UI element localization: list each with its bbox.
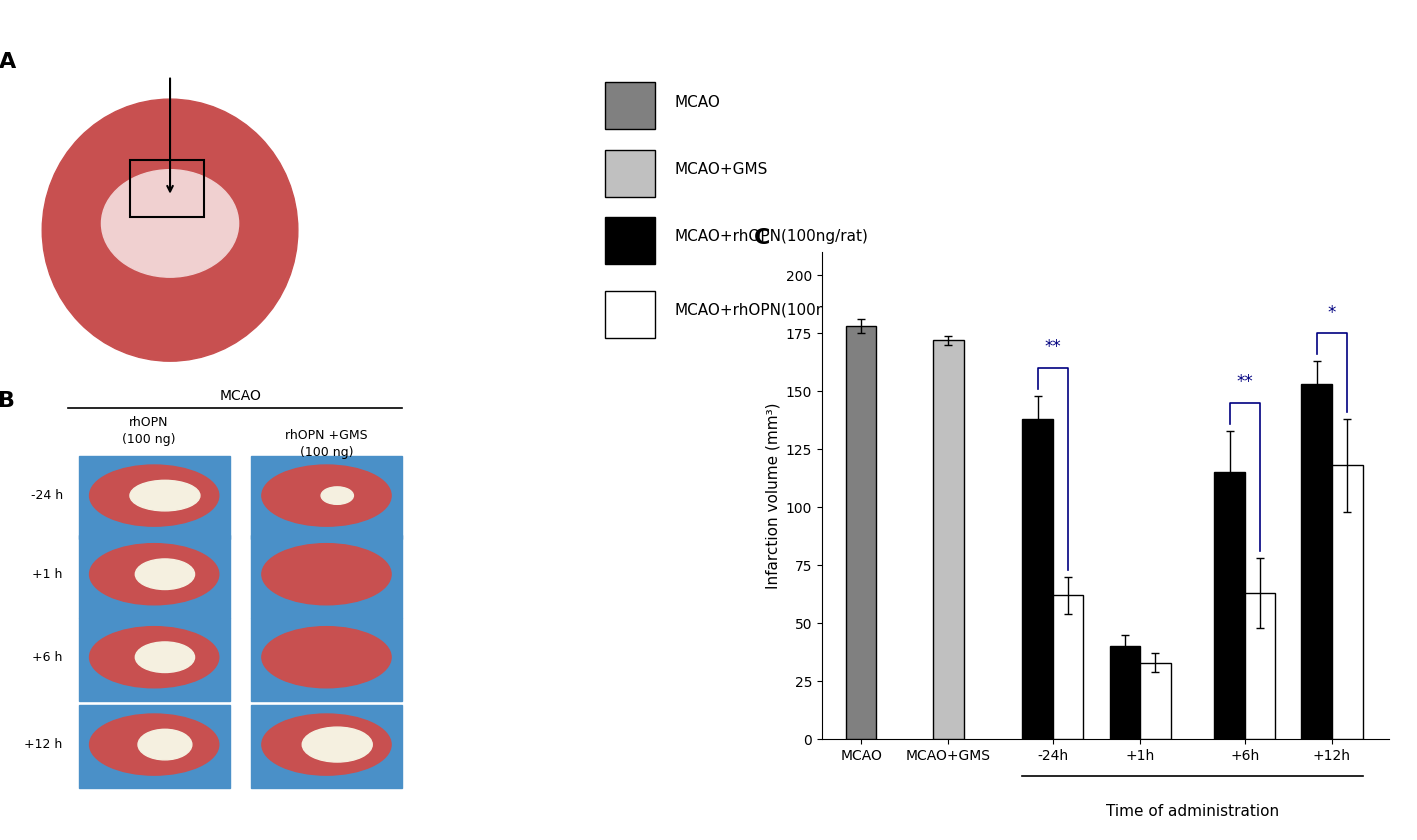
Bar — [1110, 647, 1141, 739]
Bar — [79, 535, 230, 618]
Bar — [1214, 472, 1244, 739]
Text: MCAO+rhOPN(100ng/rat): MCAO+rhOPN(100ng/rat) — [674, 229, 869, 244]
Bar — [605, 291, 655, 338]
Text: (100 ng): (100 ng) — [300, 446, 353, 459]
Bar — [605, 82, 655, 129]
Ellipse shape — [89, 714, 218, 775]
Text: +6 h: +6 h — [33, 651, 62, 664]
Text: MCAO+rhOPN(100ng/rat)/GMS: MCAO+rhOPN(100ng/rat)/GMS — [674, 303, 908, 318]
Ellipse shape — [302, 727, 373, 762]
Bar — [79, 706, 230, 788]
Bar — [932, 340, 964, 739]
Bar — [605, 150, 655, 197]
Ellipse shape — [262, 465, 391, 526]
Bar — [1023, 419, 1053, 739]
Ellipse shape — [136, 559, 194, 590]
Text: +12 h: +12 h — [24, 738, 62, 751]
Text: Time of administration: Time of administration — [1105, 804, 1280, 819]
Text: A: A — [0, 52, 16, 72]
Text: rhOPN: rhOPN — [129, 416, 169, 428]
Bar — [1053, 596, 1084, 739]
Ellipse shape — [137, 729, 191, 760]
Text: B: B — [0, 391, 16, 411]
Bar — [1301, 384, 1332, 739]
Ellipse shape — [89, 627, 218, 688]
Bar — [251, 618, 402, 701]
Ellipse shape — [43, 99, 298, 361]
Bar — [79, 618, 230, 701]
Bar — [79, 456, 230, 539]
Bar — [251, 706, 402, 788]
Text: **: ** — [1044, 339, 1061, 356]
Text: -24 h: -24 h — [31, 489, 62, 502]
Text: *: * — [1328, 303, 1336, 322]
Bar — [251, 535, 402, 618]
Text: +1 h: +1 h — [33, 568, 62, 580]
Text: (100 ng): (100 ng) — [122, 433, 176, 446]
Bar — [1332, 465, 1363, 739]
Bar — [129, 160, 204, 217]
Ellipse shape — [89, 465, 218, 526]
Ellipse shape — [262, 627, 391, 688]
Ellipse shape — [136, 642, 194, 673]
Ellipse shape — [262, 543, 391, 605]
Text: MCAO+GMS: MCAO+GMS — [674, 162, 768, 177]
Text: rhOPN +GMS: rhOPN +GMS — [285, 428, 368, 442]
Ellipse shape — [102, 170, 238, 277]
Bar — [846, 326, 876, 739]
Text: **: ** — [1237, 373, 1253, 391]
Text: C: C — [754, 228, 771, 248]
Ellipse shape — [262, 714, 391, 775]
Bar — [1244, 593, 1275, 739]
Ellipse shape — [322, 487, 353, 504]
Bar — [251, 456, 402, 539]
Bar — [1141, 663, 1170, 739]
Text: MCAO: MCAO — [220, 389, 261, 402]
Ellipse shape — [89, 543, 218, 605]
Ellipse shape — [130, 480, 200, 511]
Bar — [605, 217, 655, 264]
Text: MCAO: MCAO — [674, 95, 720, 110]
Y-axis label: Infarction volume (mm³): Infarction volume (mm³) — [765, 402, 781, 589]
